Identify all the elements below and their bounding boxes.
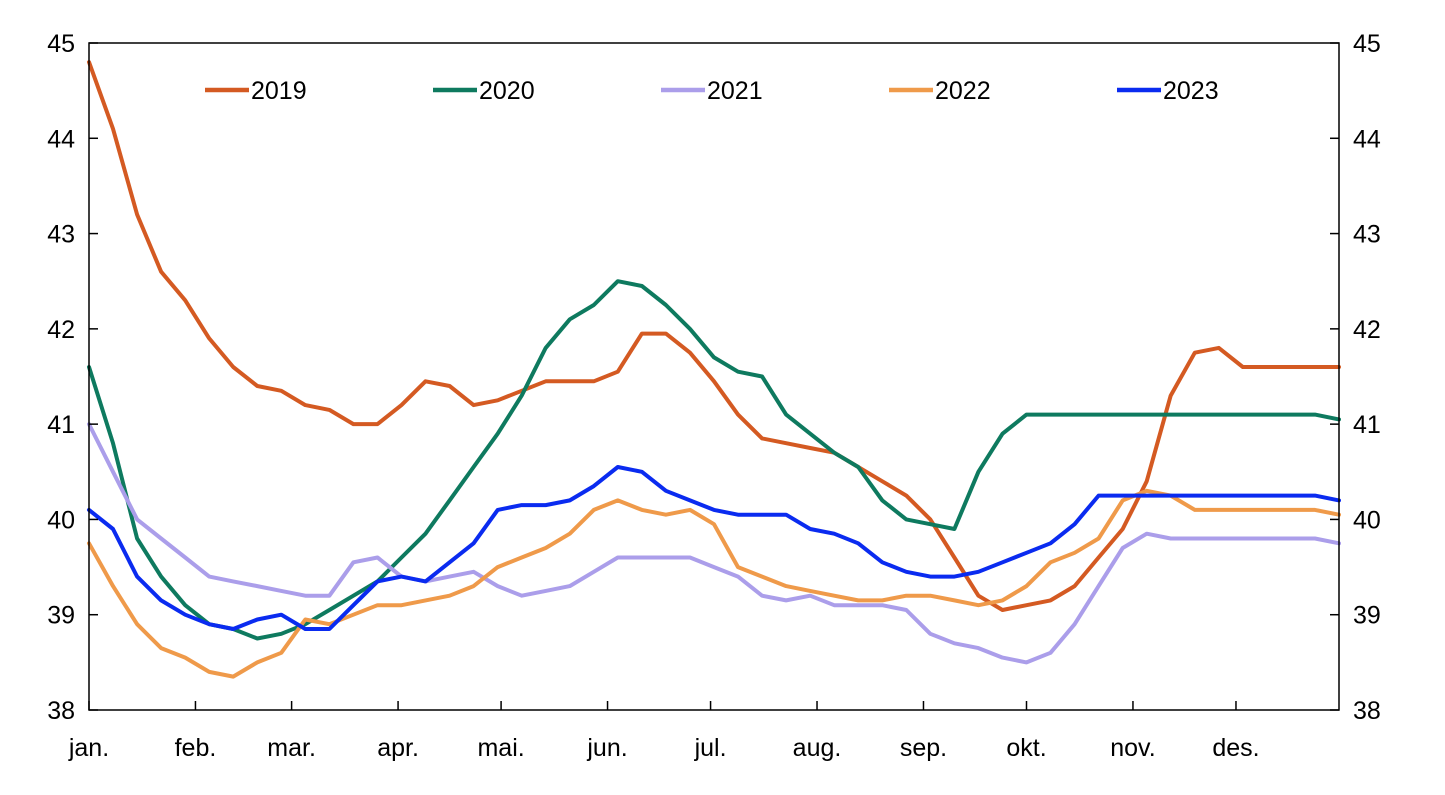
x-tick-label: feb. — [175, 734, 217, 762]
series-line-2023 — [87, 465, 1341, 631]
legend: 2019 2020 2021 2022 2023 — [205, 77, 1219, 105]
right-axis: 38 39 40 41 42 43 44 45 — [1330, 30, 1381, 725]
x-tick-label: jul. — [694, 734, 727, 762]
left-y-tick-label: 44 — [47, 125, 75, 153]
right-y-tick-label: 41 — [1353, 411, 1381, 439]
plot-frame — [88, 42, 1340, 711]
x-tick-label: okt. — [1006, 734, 1046, 762]
x-tick-label: aug. — [793, 734, 842, 762]
x-tick-label: nov. — [1110, 734, 1155, 762]
x-tick-label: mai. — [477, 734, 524, 762]
legend-label-2021: 2021 — [707, 77, 763, 105]
left-y-tick-label: 45 — [47, 30, 75, 58]
right-y-tick-label: 45 — [1353, 30, 1381, 58]
left-y-tick-label: 40 — [47, 506, 75, 534]
left-y-tick-label: 43 — [47, 221, 75, 249]
series-line-2021 — [87, 422, 1341, 665]
legend-label-2020: 2020 — [479, 77, 535, 105]
x-tick-label: apr. — [377, 734, 419, 762]
x-tick-label: jun. — [586, 734, 627, 762]
left-y-tick-label: 39 — [47, 602, 75, 630]
left-y-tick-label: 38 — [47, 697, 75, 725]
x-tick-label: mar. — [267, 734, 316, 762]
series-layer — [87, 60, 1341, 679]
x-tick-label: sep. — [900, 734, 947, 762]
right-y-tick-label: 40 — [1353, 506, 1381, 534]
legend-label-2022: 2022 — [935, 77, 991, 105]
right-y-tick-label: 38 — [1353, 697, 1381, 725]
right-y-tick-label: 42 — [1353, 316, 1381, 344]
right-y-tick-label: 43 — [1353, 221, 1381, 249]
x-axis: jan. feb. mar. apr. mai. jun. jul. aug. sep. okt.… — [68, 701, 1260, 762]
left-y-tick-label: 42 — [47, 316, 75, 344]
left-y-tick-label: 41 — [47, 411, 75, 439]
legend-label-2023: 2023 — [1163, 77, 1219, 105]
right-y-tick-label: 39 — [1353, 602, 1381, 630]
series-line-2019 — [87, 60, 1341, 612]
left-axis: 38 39 40 41 42 43 44 45 — [47, 30, 98, 725]
right-y-tick-label: 44 — [1353, 125, 1381, 153]
x-tick-label: des. — [1212, 734, 1259, 762]
legend-label-2019: 2019 — [251, 77, 307, 105]
series-line-2022 — [87, 488, 1341, 679]
x-tick-label: jan. — [68, 734, 109, 762]
